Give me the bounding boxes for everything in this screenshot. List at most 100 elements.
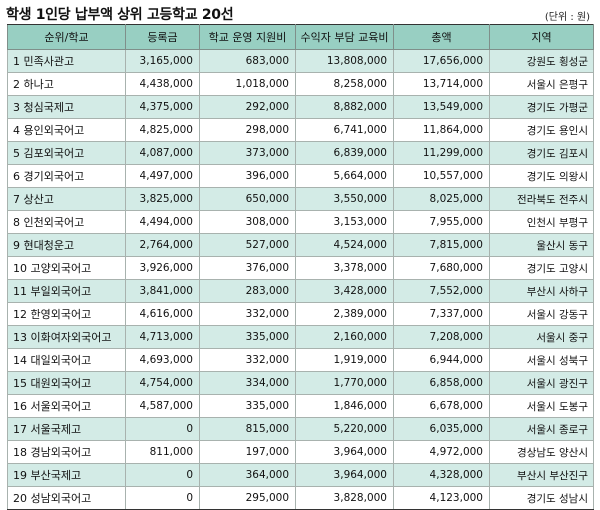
cell-support-fee: 334,000	[199, 371, 296, 395]
cell-beneficiary-fee: 4,524,000	[295, 233, 394, 257]
cell-tuition: 4,497,000	[125, 164, 200, 188]
cell-beneficiary-fee: 13,808,000	[295, 49, 394, 73]
header-beneficiary-fee: 수익자 부담 교육비	[295, 24, 394, 50]
table-row: 4 용인외국어고 4,825,000 298,000 6,741,000 11,864,…	[7, 118, 594, 142]
cell-total: 7,552,000	[393, 279, 490, 303]
cell-rank-school: 16 서울외국어고	[7, 394, 126, 418]
cell-total: 6,678,000	[393, 394, 490, 418]
table-row: 12 한영외국어고 4,616,000 332,000 2,389,000 7,337,…	[7, 302, 594, 326]
cell-total: 11,299,000	[393, 141, 490, 165]
cell-tuition: 4,587,000	[125, 394, 200, 418]
table-header-row: 순위/학교 등록금 학교 운영 지원비 수익자 부담 교육비 총액 지역	[7, 24, 594, 50]
cell-tuition: 4,616,000	[125, 302, 200, 326]
cell-rank-school: 1 민족사관고	[7, 49, 126, 73]
cell-rank-school: 10 고양외국어고	[7, 256, 126, 280]
header-rank-school: 순위/학교	[7, 24, 126, 50]
table-row: 17 서울국제고 0 815,000 5,220,000 6,035,000 서울시 종로…	[7, 417, 594, 441]
cell-support-fee: 527,000	[199, 233, 296, 257]
cell-region: 서울시 광진구	[489, 371, 594, 395]
table-row: 1 민족사관고 3,165,000 683,000 13,808,000 17,656,…	[7, 49, 594, 73]
table-row: 2 하나고 4,438,000 1,018,000 8,258,000 13,714,0…	[7, 72, 594, 96]
table-row: 9 현대청운고 2,764,000 527,000 4,524,000 7,815,00…	[7, 233, 594, 257]
tuition-table: 순위/학교 등록금 학교 운영 지원비 수익자 부담 교육비 총액 지역 1 민…	[7, 24, 594, 510]
table-row: 10 고양외국어고 3,926,000 376,000 3,378,000 7,680,…	[7, 256, 594, 280]
cell-rank-school: 13 이화여자외국어고	[7, 325, 126, 349]
cell-beneficiary-fee: 3,428,000	[295, 279, 394, 303]
cell-rank-school: 12 한영외국어고	[7, 302, 126, 326]
cell-region: 인천시 부평구	[489, 210, 594, 234]
cell-rank-school: 5 김포외국어고	[7, 141, 126, 165]
cell-total: 13,714,000	[393, 72, 490, 96]
cell-total: 7,337,000	[393, 302, 490, 326]
cell-tuition: 4,494,000	[125, 210, 200, 234]
cell-rank-school: 18 경남외국어고	[7, 440, 126, 464]
cell-tuition: 811,000	[125, 440, 200, 464]
cell-tuition: 3,165,000	[125, 49, 200, 73]
cell-support-fee: 295,000	[199, 486, 296, 510]
cell-region: 부산시 부산진구	[489, 463, 594, 487]
table-body: 1 민족사관고 3,165,000 683,000 13,808,000 17,656,…	[7, 49, 594, 510]
header-region: 지역	[489, 24, 594, 50]
cell-region: 강원도 횡성군	[489, 49, 594, 73]
cell-region: 경기도 고양시	[489, 256, 594, 280]
page-title: 학생 1인당 납부액 상위 고등학교 20선	[6, 7, 234, 23]
cell-total: 4,328,000	[393, 463, 490, 487]
cell-beneficiary-fee: 5,664,000	[295, 164, 394, 188]
cell-support-fee: 197,000	[199, 440, 296, 464]
cell-total: 4,123,000	[393, 486, 490, 510]
cell-region: 전라북도 전주시	[489, 187, 594, 211]
cell-rank-school: 4 용인외국어고	[7, 118, 126, 142]
cell-total: 10,557,000	[393, 164, 490, 188]
cell-total: 11,864,000	[393, 118, 490, 142]
cell-region: 서울시 종로구	[489, 417, 594, 441]
cell-total: 7,955,000	[393, 210, 490, 234]
cell-region: 서울시 성북구	[489, 348, 594, 372]
cell-support-fee: 683,000	[199, 49, 296, 73]
cell-total: 6,944,000	[393, 348, 490, 372]
cell-beneficiary-fee: 8,258,000	[295, 72, 394, 96]
cell-tuition: 0	[125, 486, 200, 510]
cell-region: 울산시 동구	[489, 233, 594, 257]
cell-rank-school: 20 성남외국어고	[7, 486, 126, 510]
cell-region: 경기도 용인시	[489, 118, 594, 142]
cell-support-fee: 283,000	[199, 279, 296, 303]
cell-rank-school: 11 부일외국어고	[7, 279, 126, 303]
cell-support-fee: 335,000	[199, 394, 296, 418]
cell-tuition: 3,825,000	[125, 187, 200, 211]
header-support-fee: 학교 운영 지원비	[199, 24, 296, 50]
cell-beneficiary-fee: 2,160,000	[295, 325, 394, 349]
cell-support-fee: 1,018,000	[199, 72, 296, 96]
cell-region: 경상남도 양산시	[489, 440, 594, 464]
cell-support-fee: 332,000	[199, 348, 296, 372]
cell-beneficiary-fee: 5,220,000	[295, 417, 394, 441]
cell-support-fee: 364,000	[199, 463, 296, 487]
cell-support-fee: 396,000	[199, 164, 296, 188]
cell-rank-school: 8 인천외국어고	[7, 210, 126, 234]
cell-tuition: 0	[125, 417, 200, 441]
cell-region: 서울시 강동구	[489, 302, 594, 326]
cell-beneficiary-fee: 3,964,000	[295, 463, 394, 487]
cell-rank-school: 9 현대청운고	[7, 233, 126, 257]
cell-beneficiary-fee: 2,389,000	[295, 302, 394, 326]
cell-tuition: 4,754,000	[125, 371, 200, 395]
cell-beneficiary-fee: 3,964,000	[295, 440, 394, 464]
cell-region: 부산시 사하구	[489, 279, 594, 303]
cell-total: 8,025,000	[393, 187, 490, 211]
cell-tuition: 4,438,000	[125, 72, 200, 96]
cell-total: 7,208,000	[393, 325, 490, 349]
table-row: 5 김포외국어고 4,087,000 373,000 6,839,000 11,299,…	[7, 141, 594, 165]
cell-beneficiary-fee: 1,919,000	[295, 348, 394, 372]
cell-rank-school: 15 대원외국어고	[7, 371, 126, 395]
cell-beneficiary-fee: 3,153,000	[295, 210, 394, 234]
cell-support-fee: 650,000	[199, 187, 296, 211]
cell-beneficiary-fee: 8,882,000	[295, 95, 394, 119]
cell-tuition: 4,693,000	[125, 348, 200, 372]
cell-support-fee: 373,000	[199, 141, 296, 165]
cell-beneficiary-fee: 3,550,000	[295, 187, 394, 211]
cell-beneficiary-fee: 3,828,000	[295, 486, 394, 510]
table-row: 19 부산국제고 0 364,000 3,964,000 4,328,000 부산시 부산…	[7, 463, 594, 487]
table-row: 3 청심국제고 4,375,000 292,000 8,882,000 13,549,0…	[7, 95, 594, 119]
table-row: 14 대일외국어고 4,693,000 332,000 1,919,000 6,944,…	[7, 348, 594, 372]
cell-total: 13,549,000	[393, 95, 490, 119]
